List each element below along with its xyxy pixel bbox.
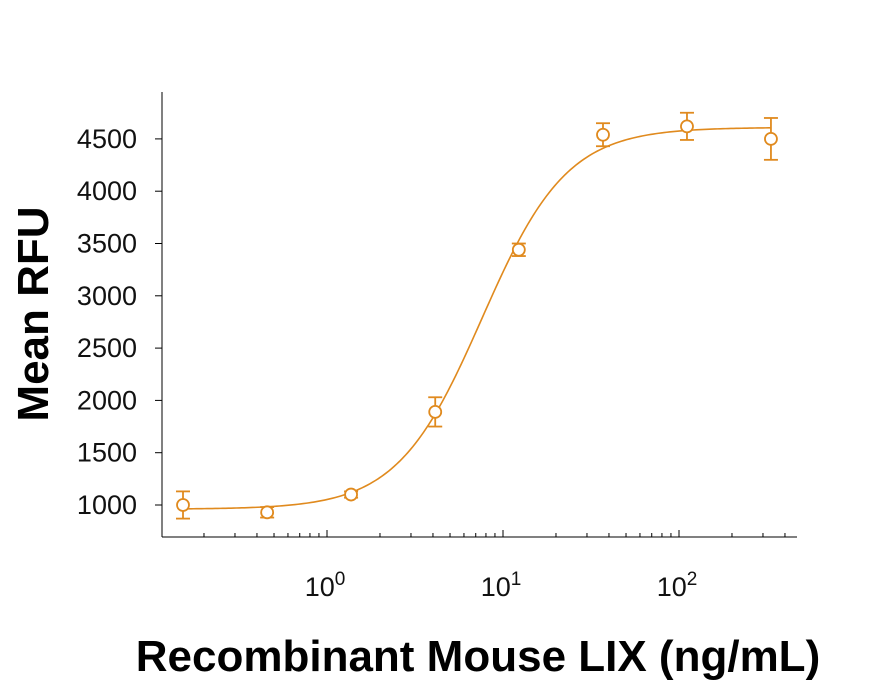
x-tick-label-exponent: 1 [511, 569, 522, 590]
data-point-group [679, 111, 694, 141]
data-point-group [763, 117, 778, 161]
data-point-group [596, 122, 611, 148]
x-tick-label-exponent: 2 [687, 569, 698, 590]
data-point [596, 127, 610, 142]
data-point [680, 119, 694, 134]
x-tick-label: 102 [657, 569, 698, 602]
y-tick-label: 1000 [77, 490, 137, 520]
data-point-group [260, 505, 275, 520]
x-tick-label-base: 10 [305, 572, 335, 602]
x-tick-label-exponent: 0 [335, 569, 346, 590]
y-tick-label: 2500 [77, 333, 137, 363]
data-point [260, 505, 275, 520]
fit-curve [182, 127, 771, 510]
data-point-group [344, 487, 359, 502]
data-points [176, 111, 778, 520]
y-tick-label: 4000 [77, 176, 137, 206]
y-tick-label: 1500 [77, 438, 137, 468]
data-point [344, 487, 358, 502]
x-axis-ticks: 100 101 102 [203, 530, 786, 602]
data-point-group [176, 490, 191, 520]
y-tick-label: 4500 [77, 124, 137, 154]
x-tick-label: 100 [305, 569, 346, 602]
data-point-group [428, 396, 443, 428]
data-point [511, 242, 526, 257]
data-point-group [511, 242, 526, 257]
y-axis-ticks: 1000 1500 2000 2500 3000 3500 4000 4500 [77, 124, 162, 520]
x-axis-title: Recombinant Mouse LIX (ng/mL) [136, 632, 820, 681]
y-tick-label: 3500 [77, 229, 137, 259]
x-tick-label: 101 [481, 569, 522, 602]
y-tick-label: 2000 [77, 385, 137, 415]
x-tick-label-base: 10 [481, 572, 511, 602]
y-axis-title: Mean RFU [9, 206, 58, 421]
data-point [764, 131, 778, 146]
data-point [176, 498, 190, 512]
data-point [428, 405, 443, 419]
x-tick-label-base: 10 [657, 572, 687, 602]
y-tick-label: 3000 [77, 281, 137, 311]
